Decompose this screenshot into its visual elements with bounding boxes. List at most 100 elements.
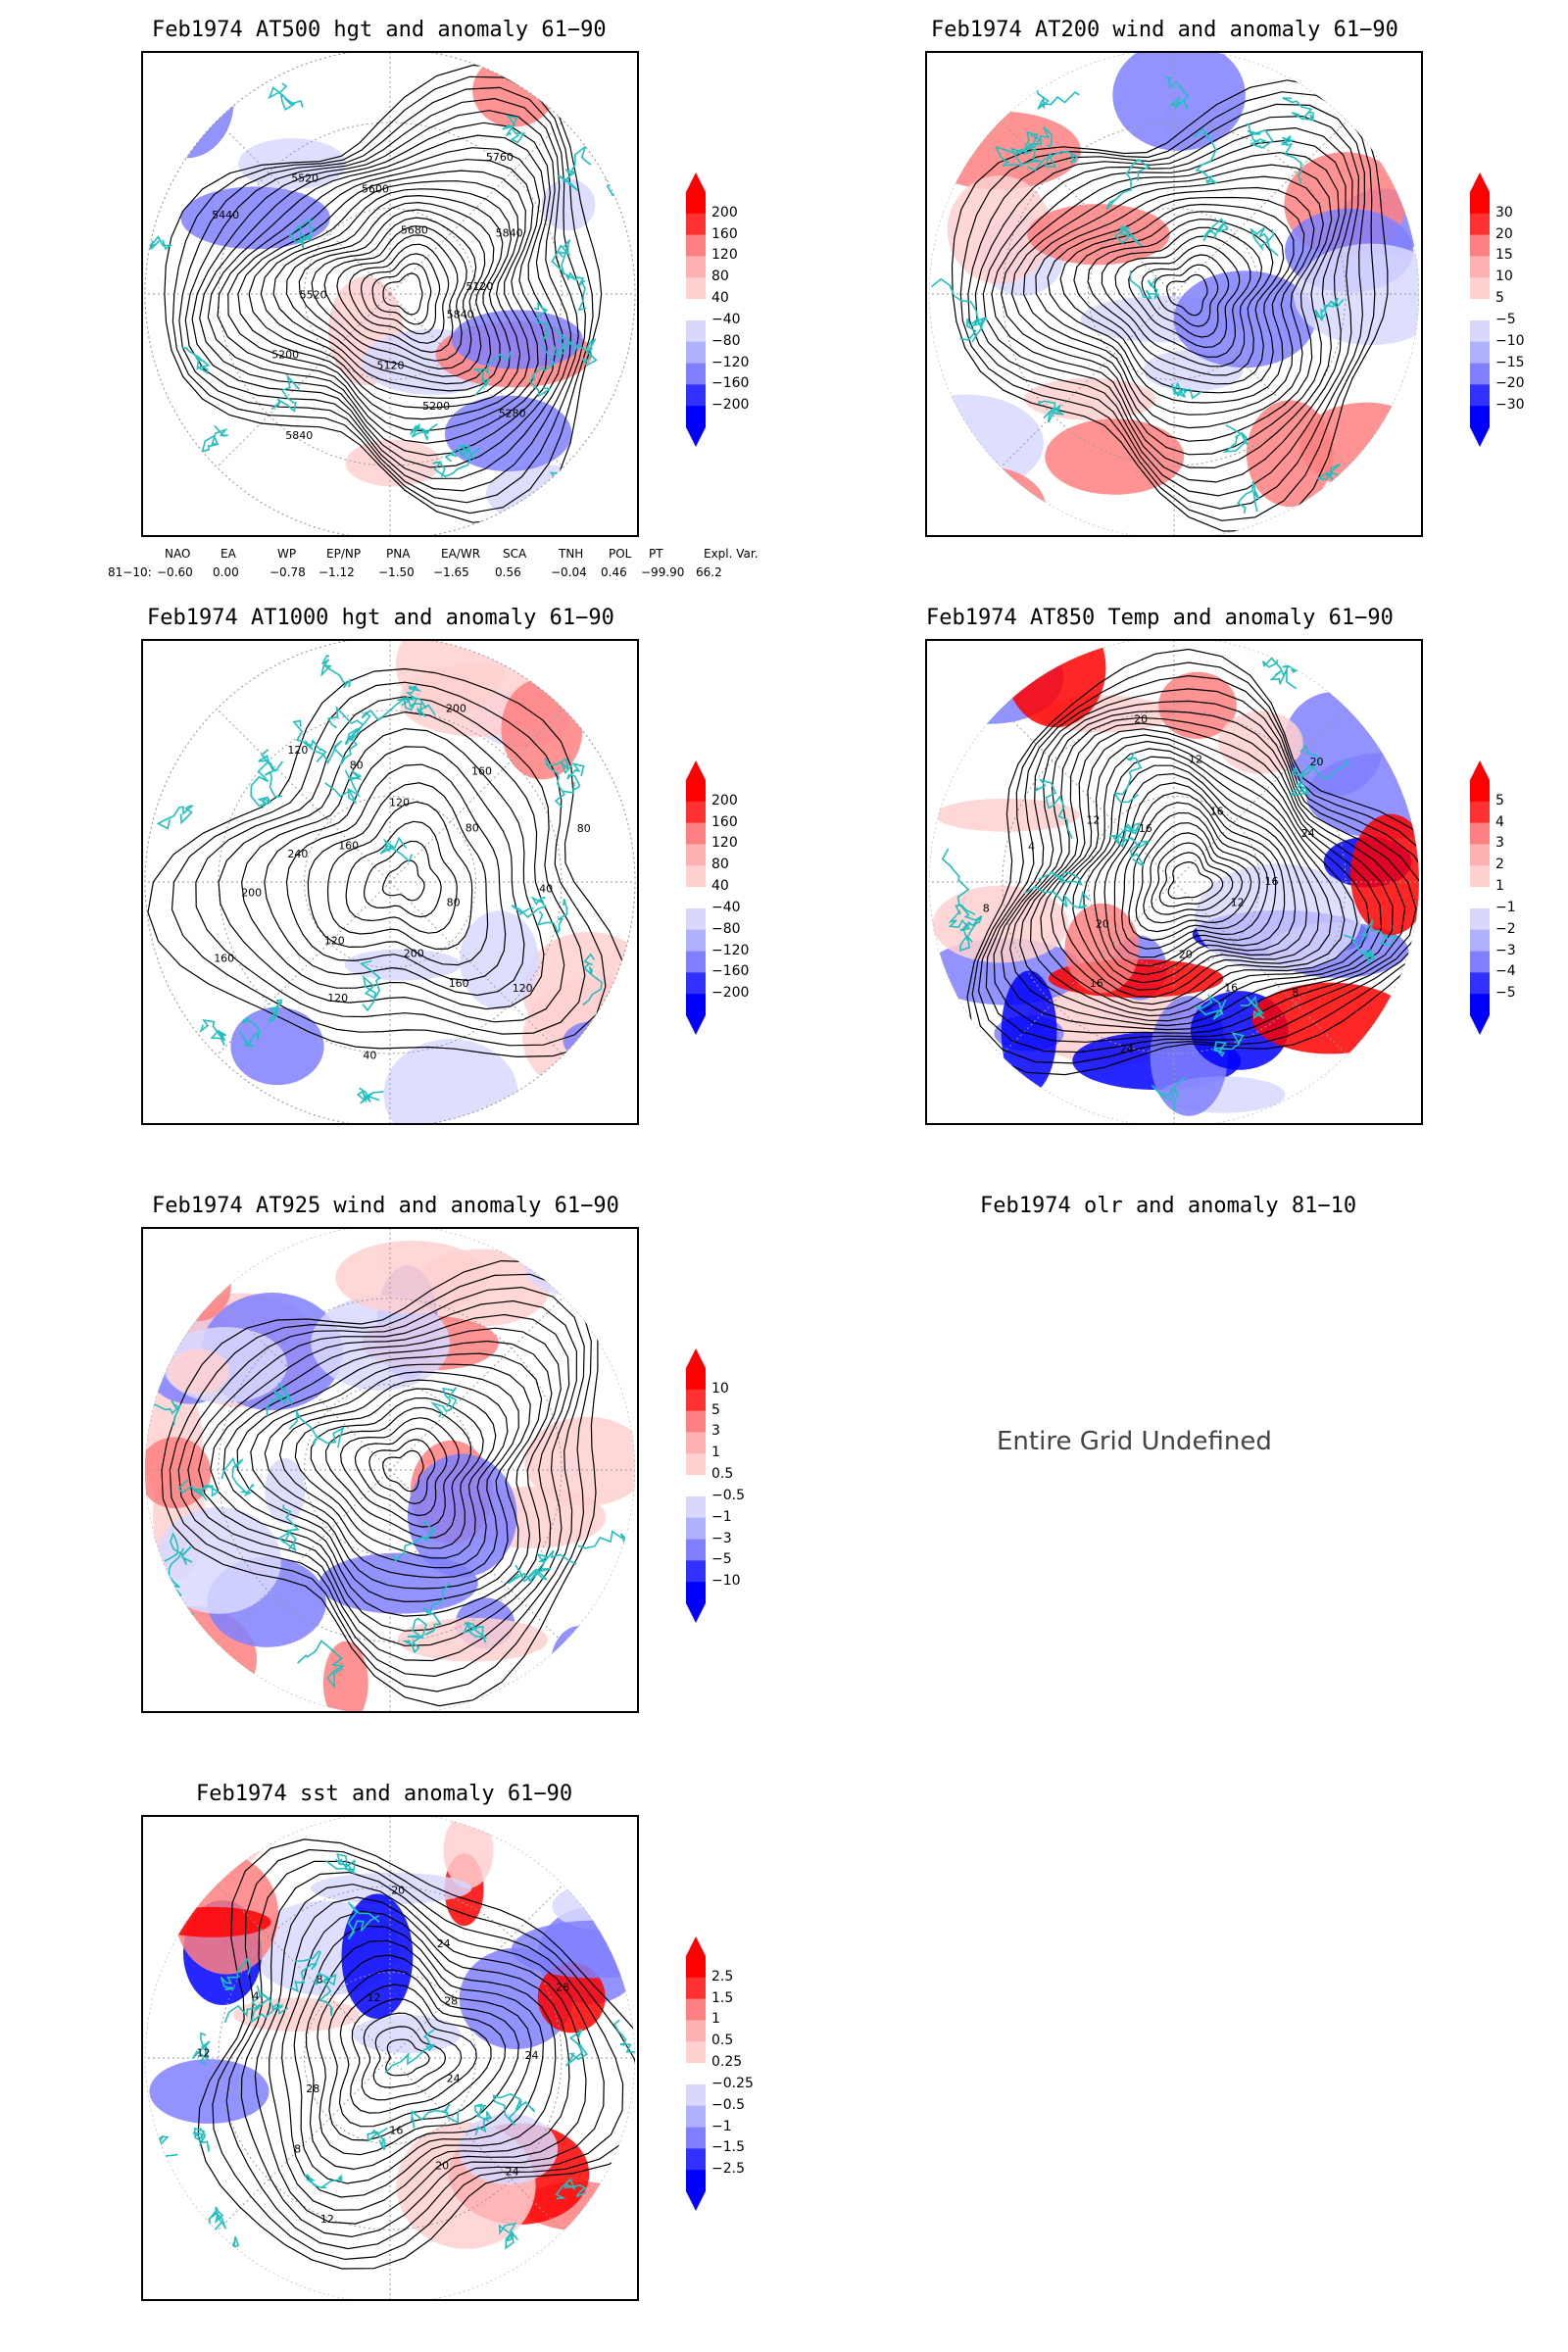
- coastline: [208, 2206, 226, 2233]
- coastline: [553, 327, 572, 359]
- contour-label: 160: [214, 953, 234, 965]
- contour-line: [305, 1939, 532, 2171]
- contour-label: 80: [350, 760, 364, 772]
- contour-label: 5680: [401, 224, 428, 237]
- contour-line: [195, 696, 586, 1035]
- colorbar-label: −1.5: [711, 2139, 745, 2156]
- anomaly-shading: [155, 1506, 281, 1614]
- coastline: [1026, 150, 1079, 172]
- contour-line: [966, 648, 1419, 1076]
- anomaly-shading: [383, 1039, 518, 1123]
- coastline: [1105, 158, 1152, 211]
- coastline: [384, 2029, 435, 2074]
- colorbar-label: 1.5: [711, 1989, 734, 2006]
- coastline: [1289, 766, 1310, 797]
- coastline: [1170, 381, 1202, 400]
- colorbar-label: −4: [1495, 963, 1516, 980]
- colorbar: 200 160 120 80 40 −40 −80 −120 −160 −200: [686, 760, 749, 1039]
- colorbar-label: −1: [1495, 899, 1516, 915]
- coastline: [941, 848, 982, 921]
- colorbar: 200 160 120 80 40 −40 −80 −120 −160 −200: [686, 172, 749, 451]
- anomaly-shading: [459, 1947, 573, 2050]
- coastline: [1213, 1032, 1245, 1057]
- coastline: [314, 1972, 337, 2016]
- coastline: [562, 762, 585, 794]
- coastline: [1202, 218, 1229, 242]
- coastline: [1222, 424, 1250, 454]
- coastline: [401, 685, 422, 711]
- coastline: [1395, 1068, 1419, 1110]
- coastline: [220, 1456, 255, 1497]
- colorbar-label: −80: [711, 332, 741, 349]
- anomaly-shading: [443, 1817, 494, 1888]
- colorbar-label: −80: [711, 920, 741, 937]
- contour-label: 5280: [499, 408, 526, 420]
- coastline: [289, 1949, 321, 1993]
- contour-line: [354, 1427, 448, 1517]
- coastline: [304, 2174, 343, 2189]
- coastline: [222, 2236, 243, 2270]
- contour-label: 4: [1028, 840, 1035, 853]
- contour-label: 5120: [377, 359, 405, 371]
- coastline: [555, 2178, 588, 2200]
- contour-line: [1128, 811, 1260, 942]
- contour-label: 24: [506, 2165, 519, 2178]
- contour-line: [991, 139, 1347, 469]
- colorbar-label: −1: [711, 2118, 732, 2134]
- contour-label: 16: [389, 2125, 403, 2137]
- anomaly-shading: [352, 2015, 462, 2054]
- contour-label: 20: [1179, 948, 1193, 960]
- contour-line: [971, 662, 1419, 1064]
- coastline: [292, 719, 327, 763]
- contour-line: [187, 1299, 578, 1662]
- coastline: [410, 2103, 461, 2129]
- contour-label: 120: [513, 982, 533, 995]
- coastline: [324, 769, 363, 804]
- coastline: [1129, 270, 1160, 300]
- contour-line: [323, 225, 467, 362]
- contour-label: 16: [1090, 977, 1103, 990]
- coastline: [959, 316, 989, 341]
- panel-title: Feb1974 olr and anomaly 81−10: [980, 1194, 1357, 1218]
- coastline: [145, 2134, 178, 2163]
- contour-line: [298, 209, 486, 377]
- contour-line: [212, 1848, 635, 2261]
- contour-label: 5200: [422, 400, 450, 413]
- contour-label: 200: [241, 887, 262, 900]
- colorbar-label: 3: [711, 1423, 720, 1440]
- contour-label: 20: [391, 1885, 405, 1897]
- anomaly-shading: [578, 1033, 635, 1123]
- coastline: [1240, 995, 1265, 1019]
- coastline: [379, 836, 414, 863]
- index-header: PT: [649, 547, 663, 561]
- coastline: [270, 373, 301, 413]
- coastline: [1282, 97, 1314, 122]
- anomaly-shading: [524, 1416, 635, 1506]
- contour-line: [294, 1388, 497, 1559]
- coastline: [473, 2103, 493, 2135]
- contour-label: 12: [1086, 814, 1100, 827]
- index-value: −1.12: [318, 565, 355, 579]
- contour-label: 80: [447, 896, 461, 908]
- contour-line: [345, 820, 458, 934]
- contour-line: [281, 1910, 557, 2198]
- contour-label: 5760: [486, 151, 514, 164]
- contour-line: [363, 840, 442, 918]
- anomaly-shading: [150, 2244, 204, 2286]
- coastline: [145, 235, 173, 251]
- contour-line: [1073, 211, 1285, 385]
- contour-line: [1050, 740, 1346, 1005]
- coastline: [268, 82, 304, 111]
- contour-line: [1009, 716, 1394, 1027]
- coastline: [1109, 834, 1150, 867]
- contour-label: 120: [287, 744, 308, 757]
- coastline: [367, 2128, 388, 2150]
- coastline: [571, 338, 598, 367]
- coastline: [929, 1074, 973, 1116]
- colorbar-label: −3: [711, 1530, 732, 1546]
- colorbar-label: 2: [1495, 857, 1504, 873]
- contour-label: 16: [1210, 806, 1224, 818]
- contour-line: [207, 134, 557, 457]
- coastline: [1114, 225, 1143, 247]
- coastline: [172, 488, 209, 522]
